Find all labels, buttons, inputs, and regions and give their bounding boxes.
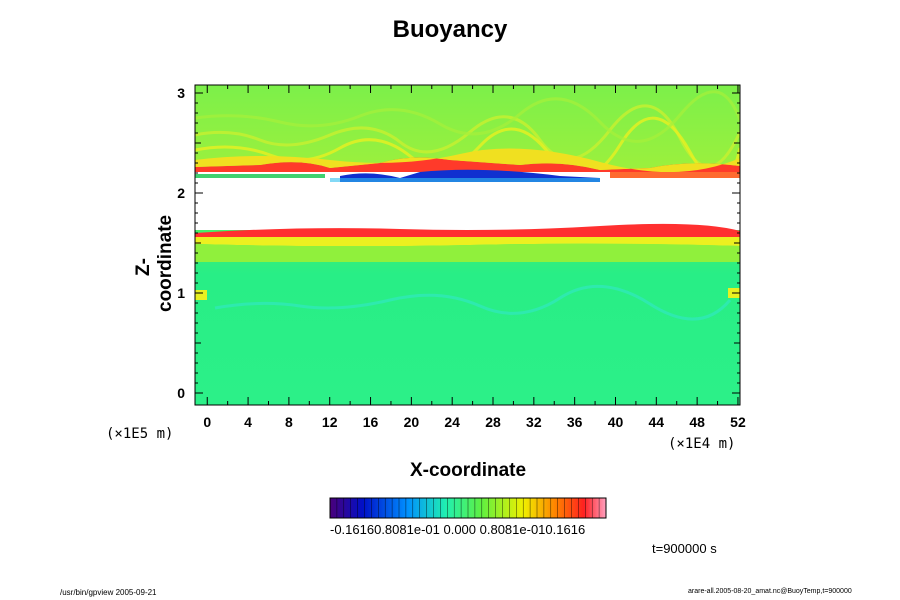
x-tick-label: 16 — [363, 414, 379, 430]
x-tick-label: 32 — [526, 414, 542, 430]
x-tick-label: 12 — [322, 414, 338, 430]
x-tick-label: 40 — [608, 414, 624, 430]
heatmap-field — [195, 85, 740, 405]
y-axis-unit: (×1E5 m) — [106, 426, 174, 442]
y-tick-label: 2 — [177, 185, 185, 201]
footer-left: /usr/bin/gpview 2005-09-21 — [60, 588, 157, 597]
x-tick-label: 8 — [285, 414, 293, 430]
negative-edge-cyan — [330, 178, 600, 182]
x-tick-label: 44 — [649, 414, 665, 430]
x-axis-ticks: 0 4 8 12 16 20 24 28 32 36 40 44 48 52 — [203, 85, 746, 430]
x-tick-label: 36 — [567, 414, 583, 430]
upper-wave-1 — [195, 104, 740, 169]
x-tick-label: 48 — [689, 414, 705, 430]
colorbar-tick-labels: -0.16160.8081e-01 0.000 0.8081e-010.1616 — [330, 522, 586, 537]
y-tick-label: 3 — [177, 85, 185, 101]
cyan-wisps — [214, 284, 732, 321]
x-axis-unit: (×1E4 m) — [668, 436, 736, 452]
y-axis-label: Z-coordinate — [133, 214, 176, 312]
x-tick-label: 52 — [730, 414, 746, 430]
y-tick-label: 1 — [177, 285, 185, 301]
x-tick-label: 0 — [203, 414, 211, 430]
colorbar-divisions — [336, 498, 600, 518]
upper-yellow-band — [195, 148, 740, 173]
upper-wave-3 — [195, 90, 740, 143]
upper-red-band — [195, 157, 740, 174]
x-tick-label: 28 — [485, 414, 501, 430]
lower-lime-edge — [195, 243, 740, 262]
x-tick-label: 20 — [404, 414, 420, 430]
lower-red-edge — [195, 223, 740, 237]
plot-frame — [194, 84, 741, 406]
chart-title: Buoyancy — [392, 16, 508, 43]
y-tick-label: 0 — [177, 385, 185, 401]
y-axis-ticks: 0 1 2 3 — [177, 85, 740, 401]
lower-yellow-edge — [195, 237, 740, 247]
x-tick-label: 24 — [444, 414, 460, 430]
x-tick-label: 4 — [244, 414, 252, 430]
time-label: t=900000 s — [652, 541, 717, 556]
footer-right: arare-all.2005-08-20_amat.nc@BuoyTemp,t=… — [688, 588, 852, 595]
x-axis-label: X-coordinate — [409, 460, 527, 481]
